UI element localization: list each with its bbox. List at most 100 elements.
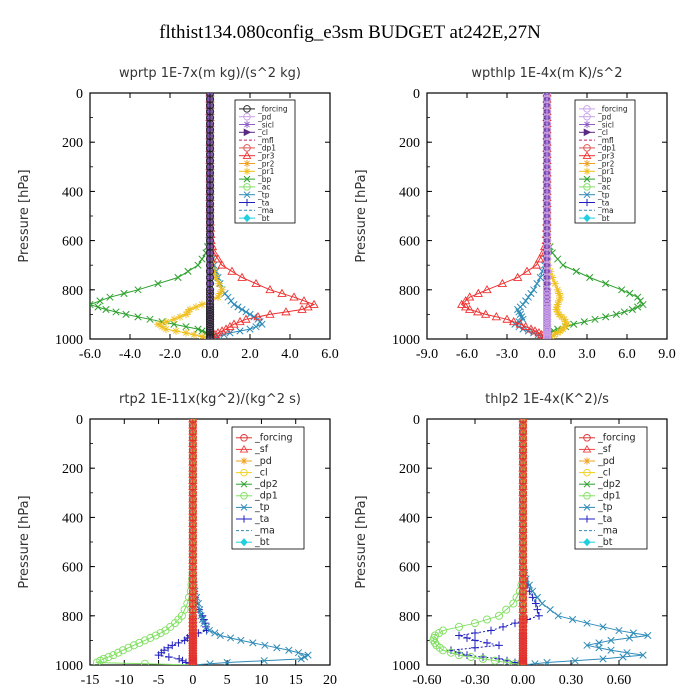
data-point (304, 651, 312, 659)
data-point (196, 606, 204, 614)
data-point (509, 599, 518, 608)
data-point (542, 107, 552, 116)
data-point (599, 655, 607, 663)
legend-marker (583, 120, 591, 129)
data-point (216, 289, 224, 298)
legend-label: _tp (597, 502, 613, 513)
data-point (482, 284, 492, 294)
data-point (205, 107, 215, 116)
panel-title: wprtp 1E-7x(m kg)/(s^2 kg) (119, 66, 301, 81)
data-point (134, 313, 142, 321)
chart-panel-4: thlp2 1E-4x(K^2)/s Pressure [hPa] 0 200 400 6… (354, 392, 668, 688)
data-point (281, 307, 291, 316)
data-point (463, 634, 471, 642)
data-point (205, 101, 215, 110)
data-point (542, 224, 552, 233)
data-point (555, 296, 563, 305)
data-point (205, 255, 215, 264)
legend: _forcing_sf_pd_cl_dp2_dp1_tp_ta_ma_bt (231, 426, 305, 550)
data-point (548, 273, 557, 282)
legend-marker (243, 120, 251, 129)
y-axis-label: Pressure [hPa] (354, 169, 369, 262)
x-tick-label: 2.0 (241, 347, 259, 362)
data-point (430, 638, 440, 647)
data-point (518, 568, 528, 577)
data-point (542, 132, 552, 141)
data-point (522, 266, 532, 275)
data-point (490, 656, 500, 665)
data-point (542, 193, 552, 202)
data-point (555, 289, 563, 298)
legend-marker (583, 175, 591, 183)
data-point (552, 305, 561, 314)
data-point (542, 162, 552, 171)
data-point (553, 300, 562, 309)
data-point (542, 119, 552, 128)
data-point (542, 261, 552, 270)
data-point (497, 278, 508, 288)
data-point (212, 273, 220, 282)
data-point (205, 193, 215, 202)
x-tick-label: -5 (153, 673, 165, 688)
data-point (172, 327, 180, 335)
data-point (189, 658, 197, 665)
data-point (238, 305, 246, 314)
data-point (519, 658, 527, 665)
data-point (188, 470, 197, 479)
data-point (188, 587, 197, 596)
data-point (542, 95, 552, 104)
data-point (446, 648, 456, 657)
data-point (518, 531, 528, 540)
data-point (92, 658, 101, 665)
data-point (188, 660, 197, 665)
data-point (258, 320, 266, 328)
data-point (184, 267, 192, 275)
data-point (542, 205, 552, 214)
data-point (518, 476, 528, 485)
legend-label: _sicl (257, 120, 274, 129)
legend-label: _bp (257, 175, 272, 184)
data-point (230, 300, 238, 309)
data-point (158, 322, 166, 331)
data-point (205, 205, 215, 214)
y-tick-label: 200 (62, 462, 83, 477)
legend-label: _ma (254, 525, 275, 536)
panel-title: wpthlp 1E-4x(m K)/s^2 (471, 66, 622, 81)
legend-label: _bt (597, 537, 613, 548)
data-point (227, 266, 237, 275)
data-point (205, 113, 215, 122)
data-point (154, 320, 162, 329)
data-point (205, 93, 215, 98)
data-point (188, 476, 197, 485)
data-point (205, 95, 215, 104)
data-point (205, 322, 215, 331)
y-tick-label: 400 (62, 185, 83, 200)
legend-marker (583, 457, 591, 465)
data-point (200, 619, 208, 627)
data-point (188, 599, 197, 608)
data-point (515, 319, 526, 328)
data-point (607, 646, 615, 654)
data-point (188, 427, 197, 436)
x-tick-label: 4.0 (281, 347, 299, 362)
data-point (188, 419, 197, 424)
data-point (543, 658, 551, 665)
data-point (182, 658, 190, 665)
data-point (229, 319, 239, 328)
data-point (508, 316, 519, 326)
data-point (591, 315, 599, 323)
data-point (198, 327, 206, 335)
x-tick-label: -10 (115, 673, 134, 688)
data-point (261, 641, 269, 649)
data-point (188, 568, 197, 577)
legend-label: _pd (597, 113, 612, 122)
data-point (542, 218, 552, 227)
data-point (454, 651, 464, 660)
data-point (478, 654, 488, 663)
data-point (188, 556, 197, 565)
legend-label: _pr3 (597, 152, 615, 161)
data-point (188, 439, 197, 448)
data-point (644, 631, 652, 640)
y-tick-label: 1000 (55, 333, 83, 348)
data-point (176, 312, 184, 321)
